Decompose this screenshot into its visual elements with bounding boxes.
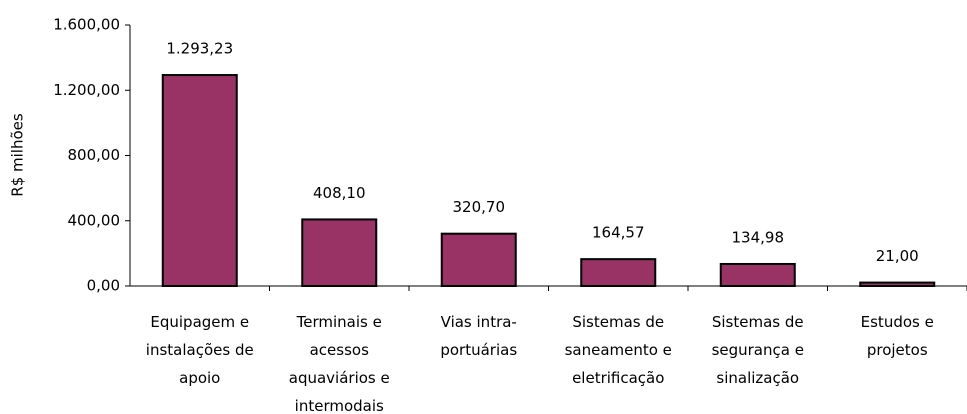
x-tick-label: Sistemas de segurança e sinalização	[711, 313, 804, 387]
data-label: 1.293,23	[166, 40, 233, 58]
bar	[440, 232, 517, 287]
bar	[301, 218, 378, 287]
data-label: 21,00	[876, 247, 919, 265]
y-tick-label: 0,00	[87, 277, 120, 295]
data-label: 134,98	[732, 228, 785, 246]
data-label: 408,10	[313, 184, 366, 202]
y-tick-label: 400,00	[68, 211, 121, 229]
y-tick-label: 800,00	[68, 146, 121, 164]
bar	[859, 281, 936, 287]
x-tick-label: Terminais e acessos aquaviários e interm…	[288, 313, 390, 414]
x-tick-label: Vias intra-portuárias	[440, 313, 518, 359]
bar	[719, 262, 796, 287]
x-tick-label: Estudos e projetos	[860, 313, 934, 359]
data-label: 320,70	[453, 198, 506, 216]
y-tick-label: 1.200,00	[53, 81, 120, 99]
y-axis-label: R$ milhões	[9, 113, 27, 197]
data-label: 164,57	[592, 224, 645, 242]
x-tick-label: Sistemas de saneamento e eletrificação	[564, 313, 672, 387]
x-tick-label: Equipagem e instalações de apoio	[145, 313, 254, 387]
y-tick-label: 1.600,00	[53, 16, 120, 34]
bar	[161, 74, 238, 287]
bar	[580, 258, 657, 287]
